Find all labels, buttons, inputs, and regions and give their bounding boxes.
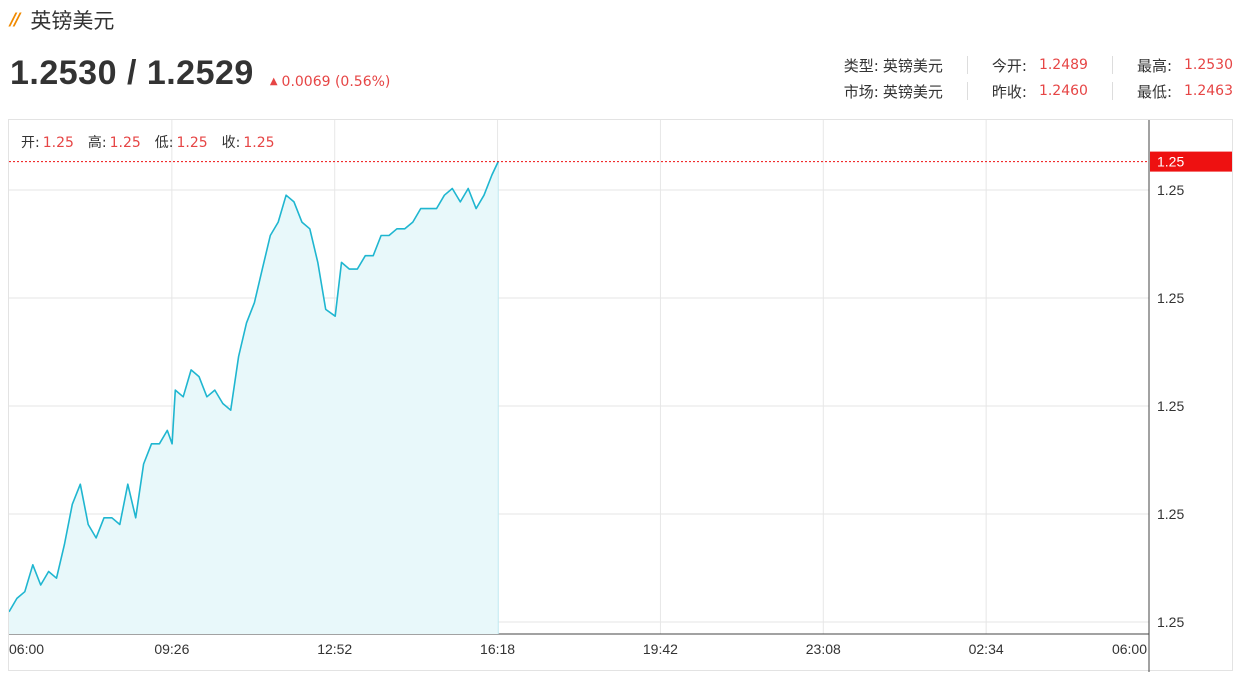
price-line xyxy=(9,161,499,613)
open-value: 1.2489 xyxy=(1038,57,1088,73)
high-cell: 最高: 1.2530 xyxy=(1111,56,1233,75)
info-row-1: 类型: 英镑美元 今开: 1.2489 最高: 1.2530 xyxy=(844,52,1233,78)
ohlc-readout: 开: 1.25 高: 1.25 低: 1.25 收: 1.25 xyxy=(21,132,275,152)
x-tick-label: 06:00 xyxy=(9,641,44,657)
x-tick-label: 12:52 xyxy=(317,641,352,657)
prev-close-cell: 昨收: 1.2460 xyxy=(966,82,1112,101)
open-cell: 今开: 1.2489 xyxy=(966,56,1112,75)
x-tick-label: 23:08 xyxy=(806,641,841,657)
intraday-chart[interactable]: 06:00 09:26 12:52 16:18 19:42 23:08 02:34 06:00… xyxy=(8,119,1234,672)
y-tick-label: 1.25 xyxy=(1157,506,1184,522)
prev-close-value: 1.2460 xyxy=(1038,83,1088,99)
title-bar: // 英镑美元 xyxy=(10,6,114,34)
x-tick-label: 06:00 xyxy=(1112,641,1147,657)
x-tick-label: 19:42 xyxy=(643,641,678,657)
brand-mark-icon: // xyxy=(10,10,21,30)
market-value: 英镑美元 xyxy=(882,82,943,101)
low-label: 最低: xyxy=(1136,82,1172,101)
ohlc-open: 开: 1.25 xyxy=(21,135,74,151)
type-cell: 类型: 英镑美元 xyxy=(844,55,967,76)
low-value: 1.2463 xyxy=(1184,83,1233,99)
high-value: 1.2530 xyxy=(1184,57,1233,73)
last-price-label: 1.25 xyxy=(1157,154,1184,170)
market-label: 市场: xyxy=(843,82,879,101)
market-cell: 市场: 英镑美元 xyxy=(844,81,967,102)
type-value: 英镑美元 xyxy=(882,56,943,75)
y-tick-label: 1.25 xyxy=(1157,614,1184,630)
quote-row: 1.2530 / 1.2529 ▲ 0.0069 (0.56%) xyxy=(10,54,390,93)
ohlc-low: 低: 1.25 xyxy=(154,135,208,151)
x-tick-label: 16:18 xyxy=(480,641,515,657)
chart-canvas[interactable]: 06:00 09:26 12:52 16:18 19:42 23:08 02:34 06:00… xyxy=(9,120,1234,672)
y-tick-label: 1.25 xyxy=(1157,398,1184,414)
x-tick-label: 09:26 xyxy=(154,641,189,657)
info-row-2: 市场: 英镑美元 昨收: 1.2460 最低: 1.2463 xyxy=(844,78,1233,104)
ohlc-close: 收: 1.25 xyxy=(221,135,275,151)
price-area-fill xyxy=(9,161,499,634)
price-change: ▲ 0.0069 (0.56%) xyxy=(270,74,391,90)
open-label: 今开: xyxy=(991,56,1027,75)
bid-ask-price: 1.2530 / 1.2529 xyxy=(10,54,254,92)
low-cell: 最低: 1.2463 xyxy=(1111,82,1233,101)
type-label: 类型: xyxy=(843,56,879,75)
price-change-value: 0.0069 (0.56%) xyxy=(281,73,391,90)
instrument-name: 英镑美元 xyxy=(30,9,115,33)
x-tick-label: 02:34 xyxy=(969,641,1004,657)
prev-close-label: 昨收: xyxy=(991,82,1027,101)
y-tick-label: 1.25 xyxy=(1157,290,1184,306)
last-price-tag xyxy=(1150,151,1232,172)
high-label: 最高: xyxy=(1136,56,1172,75)
quote-info-table: 类型: 英镑美元 今开: 1.2489 最高: 1.2530 市场: 英镑美元 … xyxy=(844,52,1233,104)
up-arrow-icon: ▲ xyxy=(269,76,278,87)
ohlc-high: 高: 1.25 xyxy=(87,135,141,151)
y-tick-label: 1.25 xyxy=(1157,182,1184,198)
